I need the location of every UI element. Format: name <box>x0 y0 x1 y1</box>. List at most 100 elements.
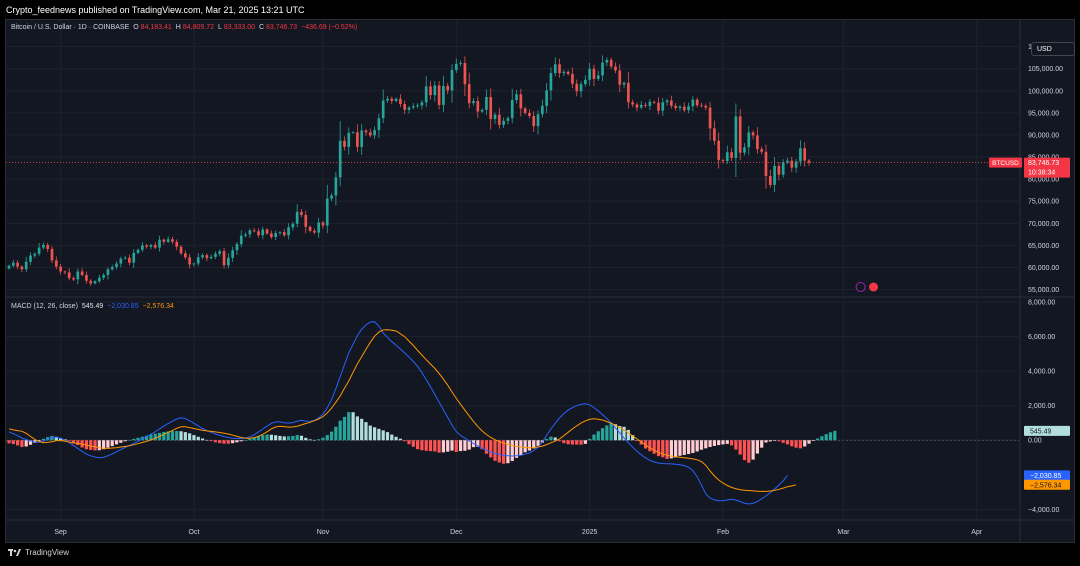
macd-histogram-bar <box>385 432 390 441</box>
macd-histogram-bar <box>661 440 665 458</box>
candle-body <box>807 160 811 163</box>
macd-histogram-bar <box>536 440 540 446</box>
macd-histogram-bar <box>7 440 11 444</box>
macd-histogram-bar <box>596 431 600 441</box>
macd-histogram-bar <box>815 438 820 441</box>
macd-histogram-bar <box>510 440 514 461</box>
candle-body <box>459 62 462 64</box>
macd-histogram-bar <box>708 440 712 447</box>
candle-body <box>786 160 789 163</box>
macd-histogram-bar <box>110 440 114 447</box>
macd-histogram-bar <box>785 440 790 445</box>
time-tick-label: 2025 <box>582 529 598 536</box>
candle-body <box>515 94 518 101</box>
chart-svg[interactable]: 110,000.00105,000.00100,000.0095,000.009… <box>6 20 1074 542</box>
macd-histogram-bar <box>295 435 299 441</box>
candle-body <box>510 100 514 119</box>
macd-histogram-bar <box>428 440 433 452</box>
macd-histogram-bar <box>768 440 772 442</box>
time-tick-label: Feb <box>717 529 729 536</box>
candle-body <box>549 73 553 91</box>
candle-body <box>149 244 153 247</box>
candle-body <box>188 257 191 265</box>
macd-histogram-bar <box>463 440 467 451</box>
time-tick-label: Apr <box>971 529 983 536</box>
candle-body <box>622 82 626 85</box>
candle-body <box>16 262 19 267</box>
macd-histogram-bar <box>239 440 243 442</box>
macd-tick-label: 6,000.00 <box>1028 334 1055 341</box>
macd-histogram-bar <box>674 440 678 458</box>
macd-histogram-bar <box>398 438 403 441</box>
candle-body <box>485 96 488 110</box>
macd-histogram-bar <box>200 438 205 441</box>
macd-tick-label: 2,000.00 <box>1028 403 1055 410</box>
macd-histogram-bar <box>686 440 691 455</box>
macd-histogram-bar <box>631 435 635 441</box>
candle-body <box>674 105 677 109</box>
candle-body <box>196 257 200 264</box>
flag-icon <box>869 282 879 292</box>
price-tick-label: 80,000.00 <box>1028 177 1059 184</box>
candle-body <box>480 109 484 112</box>
candle-body <box>571 74 574 84</box>
candle-body <box>300 211 303 215</box>
price-tick-label: 105,000.00 <box>1028 66 1063 73</box>
candle-body <box>231 250 234 258</box>
candle-body <box>291 223 295 228</box>
candle-body <box>493 114 497 120</box>
macd-histogram-bar <box>67 440 71 441</box>
candle-body <box>72 278 75 280</box>
candle-body <box>270 233 273 238</box>
macd-histogram-bar <box>145 435 149 441</box>
candle-body <box>166 239 170 242</box>
candle-body <box>222 251 226 266</box>
macd-histogram-bar <box>269 434 273 441</box>
macd-histogram-bar <box>755 440 759 454</box>
candle-body <box>192 263 196 265</box>
candle-body <box>803 148 807 161</box>
macd-histogram-bar <box>278 435 282 441</box>
candle-body <box>265 229 269 234</box>
price-tick-label: 60,000.00 <box>1028 265 1059 272</box>
candle-body <box>433 85 437 96</box>
candle-body <box>252 230 256 232</box>
macd-histogram-bar <box>609 422 613 441</box>
candle-body <box>24 261 28 270</box>
macd-histogram-bar <box>557 440 562 442</box>
open-value: 84,183.41 <box>140 24 172 31</box>
macd-histogram-bar <box>15 440 20 446</box>
candle-body <box>704 105 708 108</box>
candle-body <box>713 128 716 141</box>
currency-button[interactable]: USD <box>1031 42 1075 56</box>
candle-body <box>553 64 557 74</box>
macd-histogram-bar <box>489 440 493 458</box>
price-tick-label: 75,000.00 <box>1028 199 1059 206</box>
macd-histogram-bar <box>424 440 428 451</box>
macd-histogram-bar <box>342 416 347 441</box>
chart-panel[interactable]: 110,000.00105,000.00100,000.0095,000.009… <box>5 19 1075 543</box>
event-icon <box>855 282 866 292</box>
macd-histogram-bar <box>656 440 661 457</box>
macd-histogram-bar <box>764 440 768 443</box>
candle-body <box>541 105 544 115</box>
candle-body <box>308 226 312 231</box>
macd-title[interactable]: MACD (12, 26, close) <box>11 303 78 310</box>
macd-histogram-bar <box>411 440 415 447</box>
signal-value-tag-label: −2,576.34 <box>1030 482 1061 489</box>
candle-body <box>11 262 15 266</box>
candle-body <box>691 99 695 107</box>
candle-body <box>317 222 321 233</box>
symbol-title[interactable]: Bitcoin / U.S. Dollar · 1D · COINBASE <box>11 24 130 31</box>
macd-histogram-bar <box>97 440 101 451</box>
hist-value-tag-bg <box>1024 425 1070 436</box>
hist-value-tag-label: 545.49 <box>1030 428 1052 435</box>
macd-histogram-bar <box>390 434 394 441</box>
candle-body <box>618 70 622 85</box>
candle-body <box>502 120 505 125</box>
macd-histogram-bar <box>682 440 686 455</box>
macd-histogram-bar <box>381 430 385 441</box>
macd-histogram-bar <box>170 431 175 441</box>
candle-body <box>781 162 785 175</box>
